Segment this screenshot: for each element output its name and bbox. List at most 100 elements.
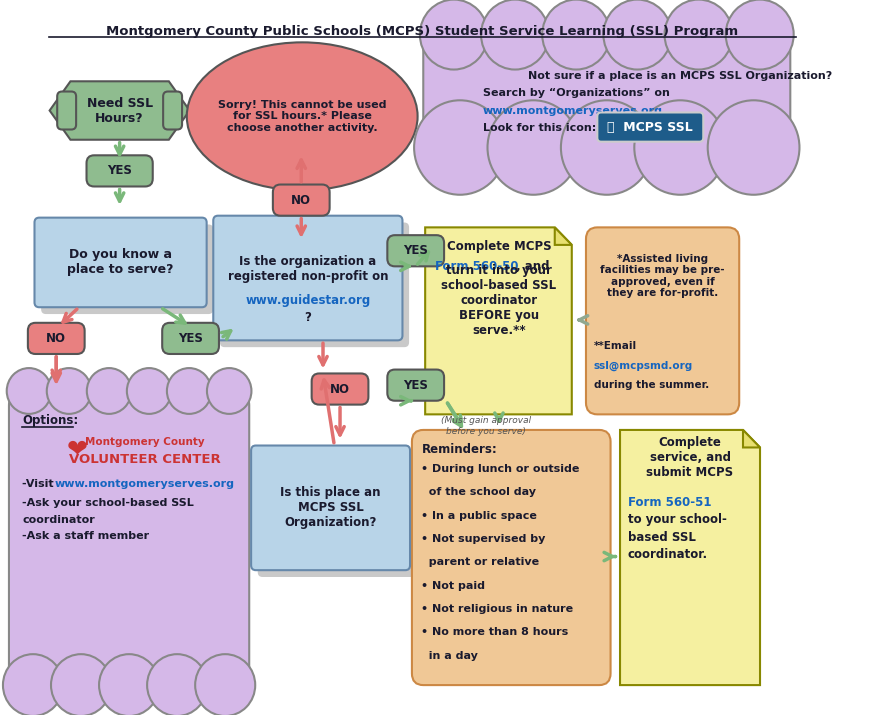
Circle shape [561,100,653,194]
Text: -Ask a staff member: -Ask a staff member [22,531,150,541]
Circle shape [543,0,610,69]
Text: Reminders:: Reminders: [421,443,497,456]
Text: based SSL: based SSL [627,531,696,543]
Text: ❤: ❤ [67,438,87,463]
Text: NO: NO [46,332,66,345]
Circle shape [51,654,111,715]
FancyBboxPatch shape [213,216,403,340]
Text: coordinator.: coordinator. [627,548,707,561]
Text: Not sure if a place is an MCPS SSL Organization?: Not sure if a place is an MCPS SSL Organ… [528,72,832,82]
Text: in a day: in a day [421,651,478,661]
Text: • Not religious in nature: • Not religious in nature [421,604,574,614]
Text: NO: NO [291,194,311,207]
Circle shape [99,654,159,715]
Text: Form 560-50: Form 560-50 [435,260,519,273]
FancyBboxPatch shape [35,217,207,307]
Text: YES: YES [404,379,429,392]
Polygon shape [620,430,760,685]
Text: Do you know a
place to serve?: Do you know a place to serve? [68,248,174,277]
Text: , and: , and [516,260,550,273]
Text: (Must gain approval
before you serve): (Must gain approval before you serve) [441,416,531,435]
Polygon shape [743,430,760,448]
Text: Look for this icon:: Look for this icon: [483,123,596,133]
Text: Is this place an
MCPS SSL
Organization?: Is this place an MCPS SSL Organization? [281,486,380,529]
Text: *Assisted living
facilities may be pre-
approved, even if
they are for-profit.: *Assisted living facilities may be pre- … [601,254,725,298]
Circle shape [487,100,579,194]
Text: parent or relative: parent or relative [421,558,540,568]
Text: to your school-: to your school- [627,513,726,526]
Text: Complete
service, and
submit MCPS: Complete service, and submit MCPS [647,435,733,479]
Circle shape [707,100,799,194]
Text: YES: YES [107,164,132,177]
FancyBboxPatch shape [57,92,76,129]
FancyBboxPatch shape [423,34,790,147]
Text: • No more than 8 hours: • No more than 8 hours [421,628,568,638]
Text: coordinator: coordinator [22,515,95,525]
Text: ssl@mcpsmd.org: ssl@mcpsmd.org [593,360,693,371]
FancyBboxPatch shape [388,235,444,266]
Circle shape [665,0,732,69]
Text: YES: YES [178,332,203,345]
Circle shape [3,654,63,715]
FancyBboxPatch shape [312,373,368,405]
FancyBboxPatch shape [597,112,703,142]
FancyBboxPatch shape [251,445,410,570]
Text: www.montgomeryserves.org: www.montgomeryserves.org [483,106,663,116]
Text: Need SSL
Hours?: Need SSL Hours? [86,97,152,124]
Text: of the school day: of the school day [421,487,536,497]
Circle shape [603,0,671,69]
Circle shape [726,0,794,69]
Circle shape [207,368,251,414]
Text: • Not paid: • Not paid [421,581,486,591]
FancyBboxPatch shape [86,155,152,187]
Circle shape [147,654,208,715]
Text: -Visit: -Visit [22,480,58,490]
Text: Form 560-51: Form 560-51 [627,495,711,508]
FancyBboxPatch shape [388,370,444,400]
Circle shape [7,368,51,414]
Circle shape [414,100,506,194]
FancyBboxPatch shape [586,227,740,415]
Polygon shape [425,227,572,415]
FancyBboxPatch shape [257,453,417,577]
Circle shape [420,0,488,69]
Circle shape [481,0,549,69]
Text: ⒢  MCPS SSL: ⒢ MCPS SSL [608,121,693,134]
Text: Montgomery County Public Schools (MCPS) Student Service Learning (SSL) Program: Montgomery County Public Schools (MCPS) … [106,25,739,38]
Circle shape [127,368,171,414]
Text: • During lunch or outside: • During lunch or outside [421,464,580,474]
Text: Montgomery County: Montgomery County [86,437,205,447]
FancyBboxPatch shape [220,222,409,347]
Circle shape [634,100,726,194]
FancyBboxPatch shape [273,184,330,216]
Text: Options:: Options: [22,414,78,427]
FancyBboxPatch shape [412,430,610,685]
Text: turn it into your
school-based SSL
coordinator
BEFORE you
serve.**: turn it into your school-based SSL coord… [441,264,557,337]
Circle shape [86,368,131,414]
Text: • Not supervised by: • Not supervised by [421,534,546,544]
Text: VOLUNTEER CENTER: VOLUNTEER CENTER [69,453,221,465]
Ellipse shape [187,42,418,190]
Text: Complete MCPS: Complete MCPS [446,240,552,253]
Text: Sorry! This cannot be used
for SSL hours.* Please
choose another activity.: Sorry! This cannot be used for SSL hours… [218,100,387,133]
FancyBboxPatch shape [41,225,213,314]
Circle shape [167,368,211,414]
FancyBboxPatch shape [162,322,219,354]
Text: **Email: **Email [593,341,637,351]
Text: • In a public space: • In a public space [421,511,537,521]
Text: Is the organization a
registered non-profit on: Is the organization a registered non-pro… [227,255,388,283]
Text: www.montgomeryserves.org: www.montgomeryserves.org [54,480,234,490]
Text: www.guidestar.org: www.guidestar.org [245,294,371,307]
FancyBboxPatch shape [28,322,85,354]
Text: YES: YES [404,245,429,257]
Polygon shape [50,82,190,139]
Text: Search by “Organizations” on: Search by “Organizations” on [483,88,670,98]
FancyBboxPatch shape [9,391,249,685]
Polygon shape [555,227,572,245]
Text: NO: NO [330,383,350,395]
Text: -Ask your school-based SSL: -Ask your school-based SSL [22,498,194,508]
Text: ?: ? [305,312,311,325]
Text: during the summer.: during the summer. [593,380,708,390]
FancyBboxPatch shape [163,92,182,129]
Circle shape [46,368,91,414]
